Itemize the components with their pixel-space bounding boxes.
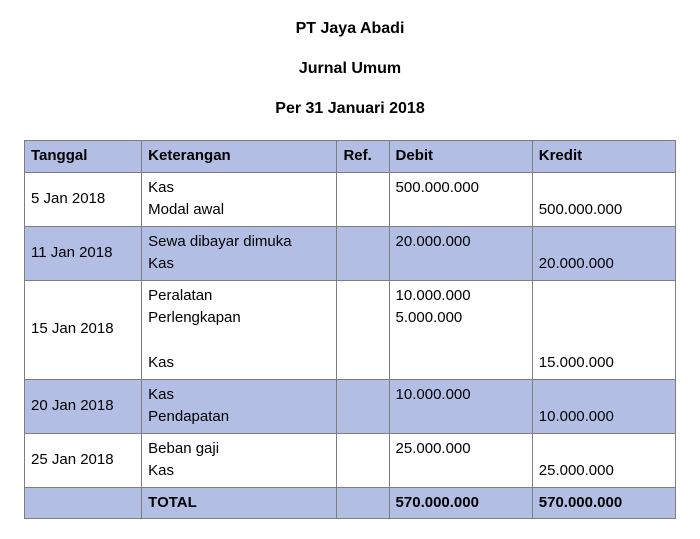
cell-kredit: 20.000.000 (532, 226, 675, 280)
table-row: 5 Jan 2018KasModal awal500.000.000 500.0… (25, 172, 676, 226)
cell-keterangan-line: Peralatan (148, 285, 330, 308)
cell-keterangan-line: Beban gaji (148, 438, 330, 461)
table-row: 20 Jan 2018KasPendapatan10.000.000 10.00… (25, 379, 676, 433)
cell-keterangan-line: Kas (148, 253, 330, 276)
cell-kredit-line (539, 307, 669, 330)
cell-keterangan-line: Kas (148, 384, 330, 407)
cell-keterangan-line: Kas (148, 352, 330, 375)
cell-tanggal: 15 Jan 2018 (25, 280, 142, 379)
cell-debit: 25.000.000 (389, 433, 532, 487)
cell-debit-line: 500.000.000 (396, 177, 526, 200)
table-row: 11 Jan 2018Sewa dibayar dimukaKas20.000.… (25, 226, 676, 280)
cell-kredit-line: 15.000.000 (539, 352, 669, 375)
total-ref (337, 487, 389, 519)
cell-kredit-line: 10.000.000 (539, 406, 669, 429)
cell-keterangan-line: Kas (148, 177, 330, 200)
table-row: 25 Jan 2018Beban gajiKas25.000.000 25.00… (25, 433, 676, 487)
cell-kredit: 15.000.000 (532, 280, 675, 379)
cell-debit-line (396, 352, 526, 375)
cell-ref (337, 280, 389, 379)
cell-kredit-line: 25.000.000 (539, 460, 669, 483)
cell-keterangan-line: Kas (148, 460, 330, 483)
total-label: TOTAL (142, 487, 337, 519)
cell-tanggal: 25 Jan 2018 (25, 433, 142, 487)
cell-keterangan: Sewa dibayar dimukaKas (142, 226, 337, 280)
cell-kredit-line (539, 285, 669, 308)
cell-keterangan: KasModal awal (142, 172, 337, 226)
cell-keterangan-line: Pendapatan (148, 406, 330, 429)
col-header: Ref. (337, 141, 389, 173)
cell-kredit: 10.000.000 (532, 379, 675, 433)
cell-ref (337, 172, 389, 226)
cell-tanggal: 11 Jan 2018 (25, 226, 142, 280)
cell-kredit: 500.000.000 (532, 172, 675, 226)
col-header: Debit (389, 141, 532, 173)
cell-debit-line: 25.000.000 (396, 438, 526, 461)
cell-kredit-line (539, 231, 669, 254)
cell-debit-line: 10.000.000 (396, 285, 526, 308)
cell-debit: 10.000.0005.000.000 (389, 280, 532, 379)
cell-ref (337, 379, 389, 433)
cell-keterangan-line: Perlengkapan (148, 307, 330, 330)
cell-keterangan: Beban gajiKas (142, 433, 337, 487)
cell-kredit-line (539, 438, 669, 461)
cell-keterangan-line: Modal awal (148, 199, 330, 222)
cell-keterangan-line (148, 330, 330, 353)
company-name: PT Jaya Abadi (24, 20, 676, 38)
cell-kredit-line (539, 330, 669, 353)
journal-table: TanggalKeteranganRef.DebitKredit 5 Jan 2… (24, 140, 676, 519)
cell-debit-line (396, 330, 526, 353)
cell-ref (337, 226, 389, 280)
cell-tanggal: 20 Jan 2018 (25, 379, 142, 433)
cell-keterangan: KasPendapatan (142, 379, 337, 433)
col-header: Tanggal (25, 141, 142, 173)
cell-debit-line (396, 406, 526, 429)
total-kredit: 570.000.000 (532, 487, 675, 519)
cell-kredit: 25.000.000 (532, 433, 675, 487)
total-debit: 570.000.000 (389, 487, 532, 519)
total-empty (25, 487, 142, 519)
col-header: Kredit (532, 141, 675, 173)
cell-kredit-line (539, 384, 669, 407)
cell-debit: 500.000.000 (389, 172, 532, 226)
cell-keterangan-line: Sewa dibayar dimuka (148, 231, 330, 254)
cell-debit-line (396, 460, 526, 483)
cell-debit-line: 20.000.000 (396, 231, 526, 254)
cell-kredit-line (539, 177, 669, 200)
period: Per 31 Januari 2018 (24, 100, 676, 118)
journal-title: Jurnal Umum (24, 60, 676, 78)
cell-debit-line (396, 253, 526, 276)
cell-kredit-line: 20.000.000 (539, 253, 669, 276)
table-header-row: TanggalKeteranganRef.DebitKredit (25, 141, 676, 173)
col-header: Keterangan (142, 141, 337, 173)
table-row: 15 Jan 2018PeralatanPerlengkapan Kas10.0… (25, 280, 676, 379)
cell-debit: 10.000.000 (389, 379, 532, 433)
cell-ref (337, 433, 389, 487)
cell-debit-line: 5.000.000 (396, 307, 526, 330)
cell-kredit-line: 500.000.000 (539, 199, 669, 222)
cell-tanggal: 5 Jan 2018 (25, 172, 142, 226)
cell-debit: 20.000.000 (389, 226, 532, 280)
document-header: PT Jaya Abadi Jurnal Umum Per 31 Januari… (24, 20, 676, 118)
cell-debit-line: 10.000.000 (396, 384, 526, 407)
cell-debit-line (396, 199, 526, 222)
cell-keterangan: PeralatanPerlengkapan Kas (142, 280, 337, 379)
total-row: TOTAL 570.000.000570.000.000 (25, 487, 676, 519)
